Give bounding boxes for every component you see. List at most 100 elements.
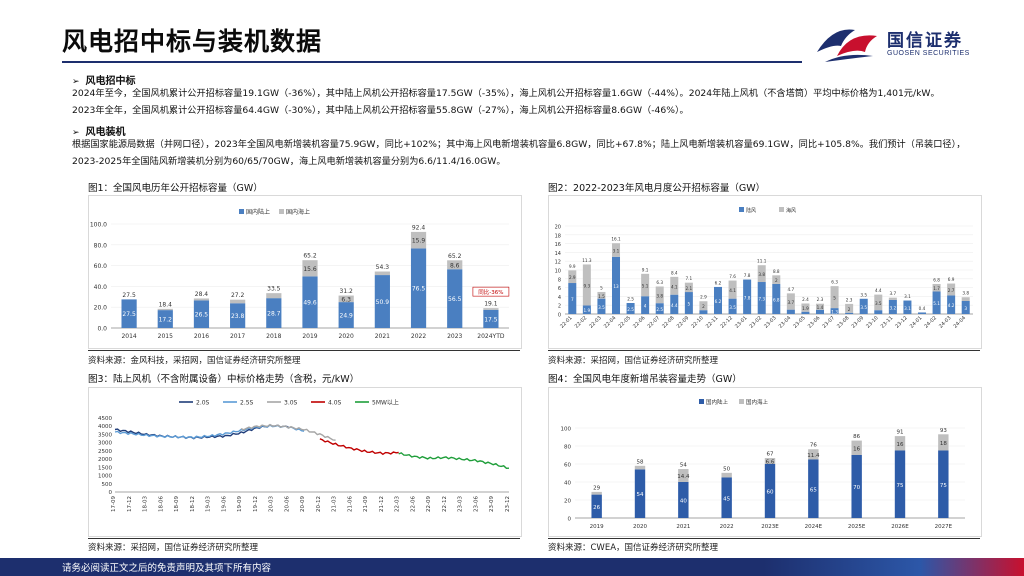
total-label: 3.1 bbox=[904, 294, 911, 299]
bar-segment bbox=[961, 300, 970, 314]
x-tick-label: 24-04 bbox=[953, 315, 968, 330]
fig2-source: 资料来源：采招网，国信证券经济研究所整理 bbox=[548, 356, 719, 366]
bar-segment bbox=[655, 303, 664, 314]
legend-label: 5MW以上 bbox=[372, 399, 399, 407]
y-tick-label: 3500 bbox=[98, 432, 112, 438]
bar-segment bbox=[678, 482, 689, 518]
x-tick-label: 19-06 bbox=[221, 496, 227, 512]
bar-segment bbox=[947, 295, 956, 314]
total-label: 9.9 bbox=[569, 264, 576, 269]
legend-label: 2.5S bbox=[240, 400, 254, 407]
bar-segment bbox=[410, 248, 427, 328]
total-label: 6.2 bbox=[715, 280, 722, 285]
x-tick-label: 19-09 bbox=[237, 496, 243, 512]
x-tick-label: 24-03 bbox=[938, 315, 953, 330]
bar-segment bbox=[582, 305, 591, 314]
bar-segment bbox=[266, 293, 282, 299]
x-tick-label: 22-06 bbox=[410, 496, 416, 512]
bar-segment bbox=[859, 298, 868, 314]
x-tick-label: 18-09 bbox=[174, 496, 180, 512]
x-tick-label: 23-11 bbox=[880, 315, 895, 330]
series-line-2.0S bbox=[114, 423, 289, 440]
y-tick-label: 10 bbox=[555, 269, 561, 275]
total-label: 9.1 bbox=[642, 267, 649, 272]
legend-label: 2.0S bbox=[196, 400, 210, 407]
y-tick-label: 1000 bbox=[98, 474, 112, 480]
bar-segment bbox=[903, 300, 912, 314]
data-label: 2.7 bbox=[948, 288, 955, 293]
data-label: 1.9 bbox=[584, 308, 591, 313]
bar-segment bbox=[374, 271, 390, 276]
total-label: 33.5 bbox=[267, 286, 281, 293]
bar-segment bbox=[582, 264, 591, 306]
fig4-source: 资料来源：CWEA，国信证券经济研究所整理 bbox=[548, 543, 719, 553]
legend-label: 4.0S bbox=[328, 400, 342, 407]
data-label: 17.5 bbox=[484, 316, 498, 323]
y-tick-label: 100 bbox=[561, 427, 572, 433]
total-label: 2.3 bbox=[846, 297, 853, 302]
bar-segment bbox=[764, 464, 776, 518]
bar-segment bbox=[721, 477, 732, 518]
x-tick-label: 22-04 bbox=[603, 315, 618, 330]
legend-label: 海风 bbox=[786, 207, 796, 214]
total-label: 92.4 bbox=[412, 224, 426, 231]
bar-segment bbox=[684, 282, 693, 293]
bar-segment bbox=[713, 286, 723, 314]
data-label: 56.5 bbox=[448, 296, 462, 303]
x-tick-label: 23-12 bbox=[894, 315, 909, 330]
yoy-annotation: 同比-36% bbox=[478, 288, 503, 296]
total-label: 29 bbox=[593, 485, 600, 491]
x-tick-label: 23-06 bbox=[473, 496, 479, 512]
fig3-chart: 0 500 1000 1500 2000 2500 3000 3500 4000 4500 17-0… bbox=[88, 387, 522, 537]
total-label: 2.5 bbox=[627, 297, 634, 302]
data-label: 2.1 bbox=[686, 286, 693, 291]
fig1-chart: 0.0 20.0 40.0 60.0 80.0 100.0 27.5 27.5 2014 17.2… bbox=[88, 195, 522, 349]
data-label: 5.1 bbox=[933, 301, 940, 306]
total-label: 76 bbox=[810, 443, 817, 449]
bar-segment bbox=[611, 243, 621, 257]
y-tick-label: 18 bbox=[555, 233, 561, 239]
total-label: 27.2 bbox=[231, 292, 245, 299]
data-label: 2 bbox=[848, 307, 851, 312]
total-label: 7.6 bbox=[729, 274, 736, 279]
y-tick-label: 20 bbox=[555, 225, 561, 231]
bar-segment bbox=[193, 300, 210, 328]
x-tick-label: 23-05 bbox=[792, 315, 807, 330]
total-label: 67 bbox=[767, 452, 774, 458]
data-label: 23.8 bbox=[231, 313, 245, 320]
y-tick-label: 0 bbox=[558, 313, 561, 319]
x-tick-label: 19-12 bbox=[253, 496, 259, 512]
x-tick-label: 22-08 bbox=[661, 315, 676, 330]
fig4-chart: 0 20 40 60 80 100 26 29 2019 54 58 2020 40 14.4 54 2021… bbox=[548, 387, 982, 537]
bar-segment bbox=[757, 265, 766, 283]
section-head-bidding: 风电招中标 bbox=[72, 72, 136, 87]
total-label: 2.3 bbox=[817, 297, 824, 302]
x-tick-label: 23-03 bbox=[458, 496, 464, 512]
y-tick-label: 8 bbox=[558, 277, 561, 283]
data-label: 6.2 bbox=[715, 299, 722, 304]
x-tick-label: 2018 bbox=[266, 333, 281, 340]
data-label: 3.5 bbox=[875, 301, 882, 306]
total-label: 4.4 bbox=[875, 288, 882, 293]
legend-swatch bbox=[739, 207, 744, 212]
page-title: 风电招中标与装机数据 bbox=[62, 27, 323, 56]
fig4-title: 图4：全国风电年度新增吊装容量走势（GW） bbox=[548, 374, 742, 385]
total-label: 65.2 bbox=[303, 253, 317, 260]
data-label: 1.4 bbox=[817, 305, 824, 310]
x-tick-label: 2017 bbox=[230, 333, 245, 340]
bar-segment bbox=[597, 291, 606, 299]
data-label: 9.3 bbox=[584, 283, 591, 288]
data-label: 7 bbox=[571, 297, 574, 302]
fig2-chart: 0 2 4 6 8 10 12 14 16 18 20 7 2.9 9.9 22-01 1.9 9.3 11.3 2… bbox=[548, 195, 982, 349]
x-tick-label: 20-09 bbox=[300, 496, 306, 512]
bar-segment bbox=[808, 459, 819, 518]
total-label: 3.8 bbox=[962, 291, 969, 296]
bar-segment bbox=[757, 282, 766, 314]
total-label: 16.1 bbox=[611, 237, 621, 242]
bar-segment bbox=[801, 311, 810, 314]
bar-segment bbox=[699, 310, 708, 314]
bar-segment bbox=[266, 298, 282, 328]
data-label: 17.2 bbox=[159, 317, 173, 324]
bar-segment bbox=[121, 299, 137, 328]
legend-label: 国内海上 bbox=[286, 208, 310, 216]
